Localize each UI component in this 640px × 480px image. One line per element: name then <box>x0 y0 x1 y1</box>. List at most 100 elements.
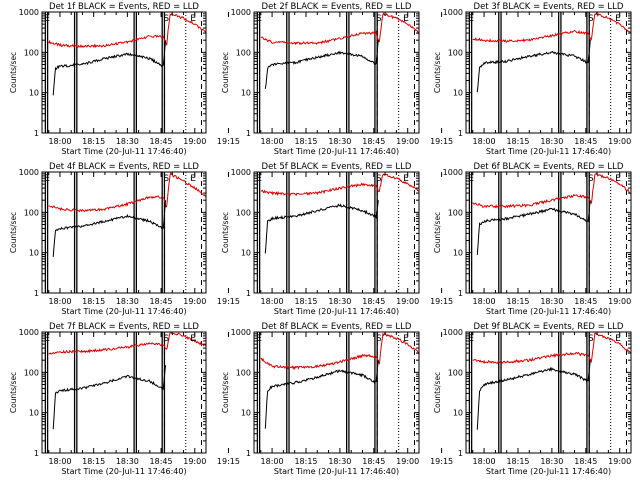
y-tick-label: 1 <box>458 449 463 458</box>
x-tick-label: 18:00 <box>48 457 71 466</box>
plot-area <box>468 332 631 453</box>
flag-label-e: E <box>468 14 474 24</box>
plot-area <box>44 332 206 453</box>
y-tick-label: 10 <box>29 249 39 258</box>
x-tick-label: 18:30 <box>540 297 563 306</box>
x-tick-label: 19:15 <box>430 297 453 306</box>
x-tick-label: 18:45 <box>362 457 385 466</box>
events-series-line <box>476 200 591 255</box>
flag-label-s: S <box>163 174 169 184</box>
x-tick-label: 19:00 <box>183 457 206 466</box>
chart-title: Det 1f BLACK = Events, RED = LLD <box>49 2 199 12</box>
y-axis-label: Counts/sec <box>221 212 230 253</box>
x-tick-label: 18:15 <box>82 297 105 306</box>
chart-title: Det 9f BLACK = Events, RED = LLD <box>474 322 624 332</box>
events-series-line <box>264 40 379 89</box>
x-tick-label: 18:00 <box>261 297 284 306</box>
x-tick-label: 18:15 <box>82 137 105 146</box>
x-tick-label: 18:15 <box>506 457 529 466</box>
x-axis-label: Start Time (20-Jul-11 17:46:40) <box>486 147 611 156</box>
axes-frame <box>465 171 632 294</box>
x-tick-label: 18:45 <box>150 137 173 146</box>
y-tick-label: 100 <box>448 208 463 217</box>
y-tick-label: 100 <box>448 48 463 57</box>
events-series-line <box>264 200 379 254</box>
y-axis-label: Counts/sec <box>9 212 18 253</box>
x-tick-label: 19:15 <box>217 297 240 306</box>
x-tick-label: 18:45 <box>574 457 597 466</box>
x-tick-label: 18:15 <box>294 137 317 146</box>
y-tick-label: 100 <box>24 208 39 217</box>
y-tick-label: 100 <box>24 48 39 57</box>
panel-det-7f: E S E 1 10 100 1000 18:00 18:15 18:30 18:45 19:00 19… <box>9 322 240 476</box>
flag-label-e: E <box>403 14 409 24</box>
axes-frame <box>465 11 632 134</box>
x-tick-label: 19:00 <box>183 137 206 146</box>
y-tick-label: 1000 <box>443 8 463 17</box>
flag-label-e: E <box>256 334 262 344</box>
y-tick-label: 1 <box>458 129 463 138</box>
lld-series-line <box>472 173 631 209</box>
y-tick-label: 1000 <box>19 8 39 17</box>
axes-frame <box>253 331 420 454</box>
y-tick-label: 10 <box>453 409 463 418</box>
x-tick-label: 18:45 <box>150 297 173 306</box>
x-tick-label: 19:15 <box>430 457 453 466</box>
panel-det-3f: E S E 1 10 100 1000 18:00 18:15 18:30 18:45 19:00 19… <box>433 2 632 156</box>
flag-label-e: E <box>44 174 50 184</box>
x-axis-label: Start Time (20-Jul-11 17:46:40) <box>274 467 399 476</box>
axes-frame <box>41 331 207 454</box>
y-tick-label: 1000 <box>19 168 39 177</box>
y-tick-label: 10 <box>29 409 39 418</box>
x-tick-label: 18:15 <box>294 457 317 466</box>
chart-title: Det 4f BLACK = Events, RED = LLD <box>49 162 199 172</box>
flag-label-s: S <box>163 334 169 344</box>
x-axis-label: Start Time (20-Jul-11 17:46:40) <box>486 307 611 316</box>
x-tick-label: 18:30 <box>540 137 563 146</box>
flag-label-s: S <box>588 14 594 24</box>
x-tick-label: 18:00 <box>48 137 71 146</box>
events-series-line <box>52 365 167 430</box>
x-tick-label: 19:15 <box>217 457 240 466</box>
y-axis-label: Counts/sec <box>221 52 230 93</box>
events-series-line <box>52 40 167 96</box>
lld-series-line <box>260 332 419 371</box>
events-series-line <box>476 40 591 93</box>
x-tick-label: 18:30 <box>116 457 139 466</box>
panel-det-1f: E S E 1 10 100 1000 18:00 18:15 18:30 18:45 19:00 19… <box>9 2 240 156</box>
chart-title: Det 8f BLACK = Events, RED = LLD <box>262 322 412 332</box>
panel-det-9f: E S E 1 10 100 1000 18:00 18:15 18:30 18:45 19:00 19… <box>433 322 632 476</box>
axes-frame <box>253 171 420 294</box>
flag-label-s: S <box>376 14 382 24</box>
x-tick-label: 18:00 <box>261 457 284 466</box>
x-tick-label: 19:00 <box>608 457 631 466</box>
plot-area <box>44 12 206 133</box>
y-tick-label: 1000 <box>231 168 251 177</box>
flag-label-s: S <box>588 334 594 344</box>
flag-label-e: E <box>403 334 409 344</box>
x-tick-label: 19:00 <box>183 297 206 306</box>
flag-label-e: E <box>468 334 474 344</box>
lld-series-line <box>472 332 631 365</box>
y-axis-label: Counts/sec <box>433 372 442 413</box>
y-tick-label: 10 <box>241 89 251 98</box>
flag-label-s: S <box>376 174 382 184</box>
y-tick-label: 10 <box>453 89 463 98</box>
y-axis-label: Counts/sec <box>221 372 230 413</box>
x-axis-label: Start Time (20-Jul-11 17:46:40) <box>486 467 611 476</box>
x-tick-label: 18:15 <box>82 457 105 466</box>
x-axis-label: Start Time (20-Jul-11 17:46:40) <box>61 147 186 156</box>
flag-label-e: E <box>403 174 409 184</box>
lld-series-line <box>472 12 631 43</box>
x-axis-label: Start Time (20-Jul-11 17:46:40) <box>61 307 186 316</box>
lld-series-line <box>48 332 206 355</box>
x-axis-label: Start Time (20-Jul-11 17:46:40) <box>61 467 186 476</box>
plot-area <box>256 332 419 453</box>
flag-label-e: E <box>256 174 262 184</box>
y-tick-label: 100 <box>448 368 463 377</box>
y-tick-label: 100 <box>236 208 251 217</box>
plot-area <box>44 172 206 293</box>
flag-label-s: S <box>588 174 594 184</box>
x-tick-label: 19:00 <box>396 297 419 306</box>
lld-series-line <box>48 172 206 213</box>
